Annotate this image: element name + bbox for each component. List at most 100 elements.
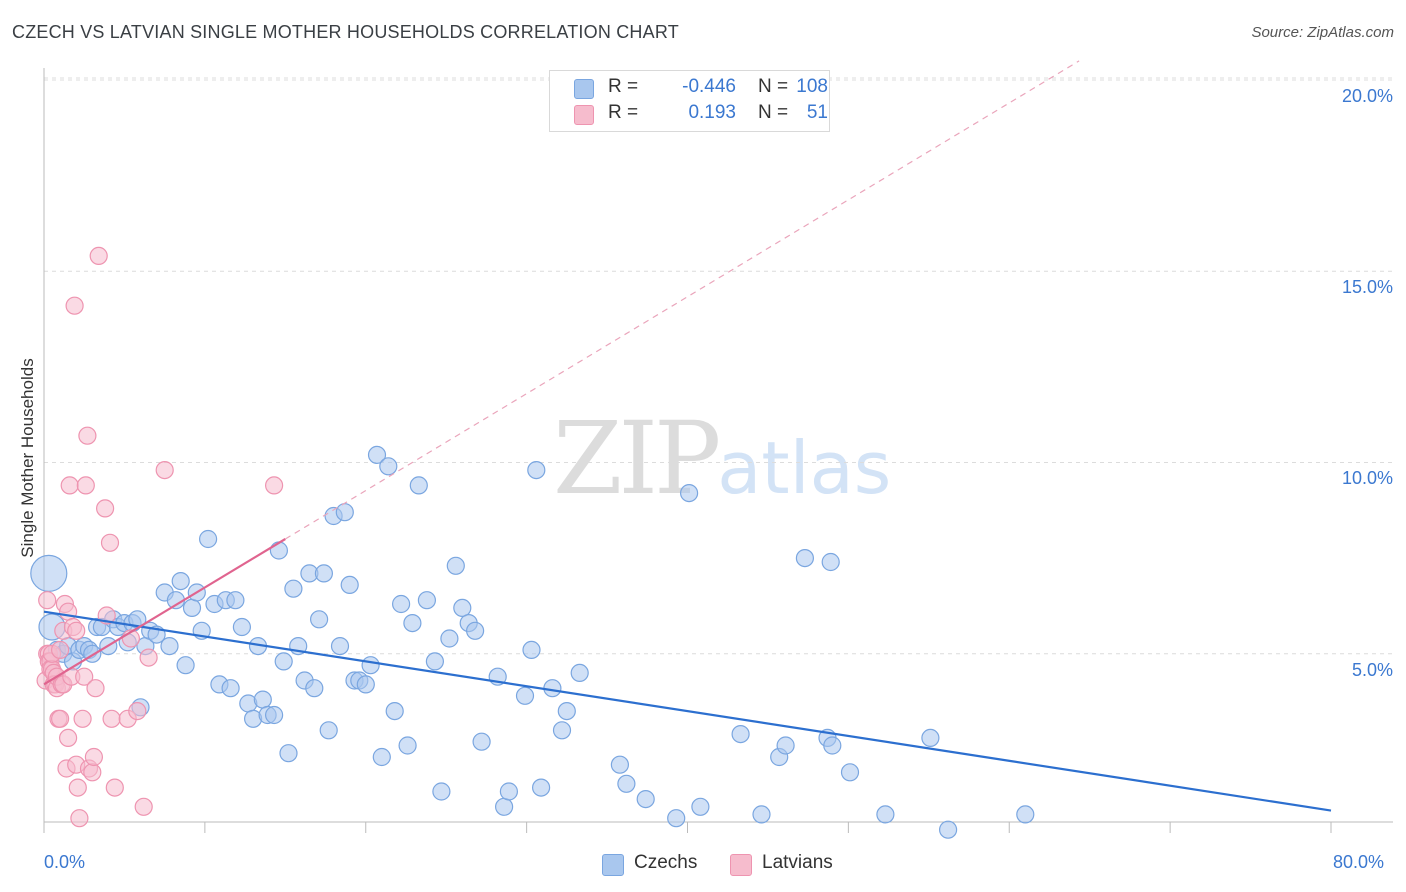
czech-point [182,598,202,618]
czech-point [314,564,333,583]
legend-n-value: 108 [796,76,828,97]
x-tick-min: 0.0% [44,852,86,872]
czech-point [691,797,710,816]
czech-point [305,679,324,698]
latvian-trend-extension [285,60,1080,540]
czech-point [403,613,422,633]
czech-point [466,621,485,640]
latvian-point [67,621,86,640]
czech-point [367,445,387,464]
czech-point [731,724,750,744]
czech-legend-label: Czechs [634,852,698,873]
latvian-point [50,709,70,728]
latvian-point [78,426,97,445]
czech-point [284,579,303,598]
correlation-legend: R = -0.446 N = 108 R = 0.193 N = 51 [549,70,830,132]
czech-swatch-icon [574,79,594,99]
czech-legend-icon [602,854,624,876]
czech-point [30,554,68,593]
latvian-point [95,499,115,518]
czech-point [361,656,380,675]
czech-point [776,736,795,755]
czech-point [938,820,958,839]
czech-point [265,705,284,725]
y-tick-15: 15.0% [1341,277,1393,297]
czech-point [425,652,444,671]
czech-point [636,789,655,809]
czech-point [531,778,551,797]
czech-point [543,679,562,698]
czech-point [160,636,179,656]
czech-point [522,640,541,660]
watermark-atlas: atlas [717,426,892,510]
latvian-point [128,701,147,721]
czech-point [495,797,514,816]
czech-point [840,763,860,782]
czech-point [417,591,436,610]
czech-point [1016,805,1035,824]
legend-r-label: R = [608,76,639,97]
czech-point [821,552,840,572]
legend-r-label: R = [608,102,639,123]
latvian-point [100,533,120,552]
latvian-point [155,461,174,480]
y-tick-5: 5.0% [1351,660,1393,680]
czech-point [372,747,391,767]
legend-r-value: 0.193 [688,102,736,123]
czech-point [667,809,686,828]
legend-n-value: 51 [806,102,828,123]
czech-point [310,610,329,629]
latvian-point [50,640,70,660]
gridlines [44,77,1393,655]
czech-point [279,744,298,763]
trend-lines [43,60,1332,812]
czech-point [823,736,842,755]
czech-point [515,686,535,705]
latvian-point [60,476,79,495]
czech-point [527,461,546,480]
czech-point [557,701,576,721]
latvian-legend-icon [730,854,752,876]
legend-n-label: N = [758,76,789,97]
czech-point [453,598,472,618]
czech-trend-line [43,610,1332,812]
czech-point [226,591,245,610]
czech-point [171,571,190,591]
czech-point [221,679,240,698]
latvian-point [70,809,89,828]
czech-point [274,652,293,671]
data-points [30,246,1035,839]
czech-point [379,457,398,476]
czech-point [795,548,815,568]
czech-point [385,701,404,721]
czech-point [253,690,272,709]
czech-point [617,774,636,793]
czech-point [440,629,459,648]
latvian-legend-label: Latvians [762,852,833,873]
x-tick-max: 80.0% [1333,852,1385,872]
latvian-point [38,591,57,610]
latvian-point [58,728,78,748]
latvian-point [105,778,124,797]
latvian-point [84,747,104,767]
latvian-point [265,476,284,495]
legend-r-value: -0.446 [682,76,736,97]
czech-point [446,556,465,575]
czech-point [499,782,518,801]
czech-point [319,721,338,740]
y-tick-10: 10.0% [1341,468,1393,488]
czech-point [610,755,630,774]
czech-point [552,721,572,740]
czech-point [199,529,218,549]
latvian-trend-line [43,538,286,686]
latvian-point [86,679,105,698]
chart-title: CZECH VS LATVIAN SINGLE MOTHER HOUSEHOLD… [12,22,679,42]
y-tick-20: 20.0% [1341,86,1393,106]
czech-point [392,594,411,614]
czech-point [876,805,895,824]
latvian-point [83,763,102,782]
czech-point [570,663,589,683]
source-credit: Source: ZipAtlas.com [1251,24,1394,41]
czech-point [340,575,359,595]
